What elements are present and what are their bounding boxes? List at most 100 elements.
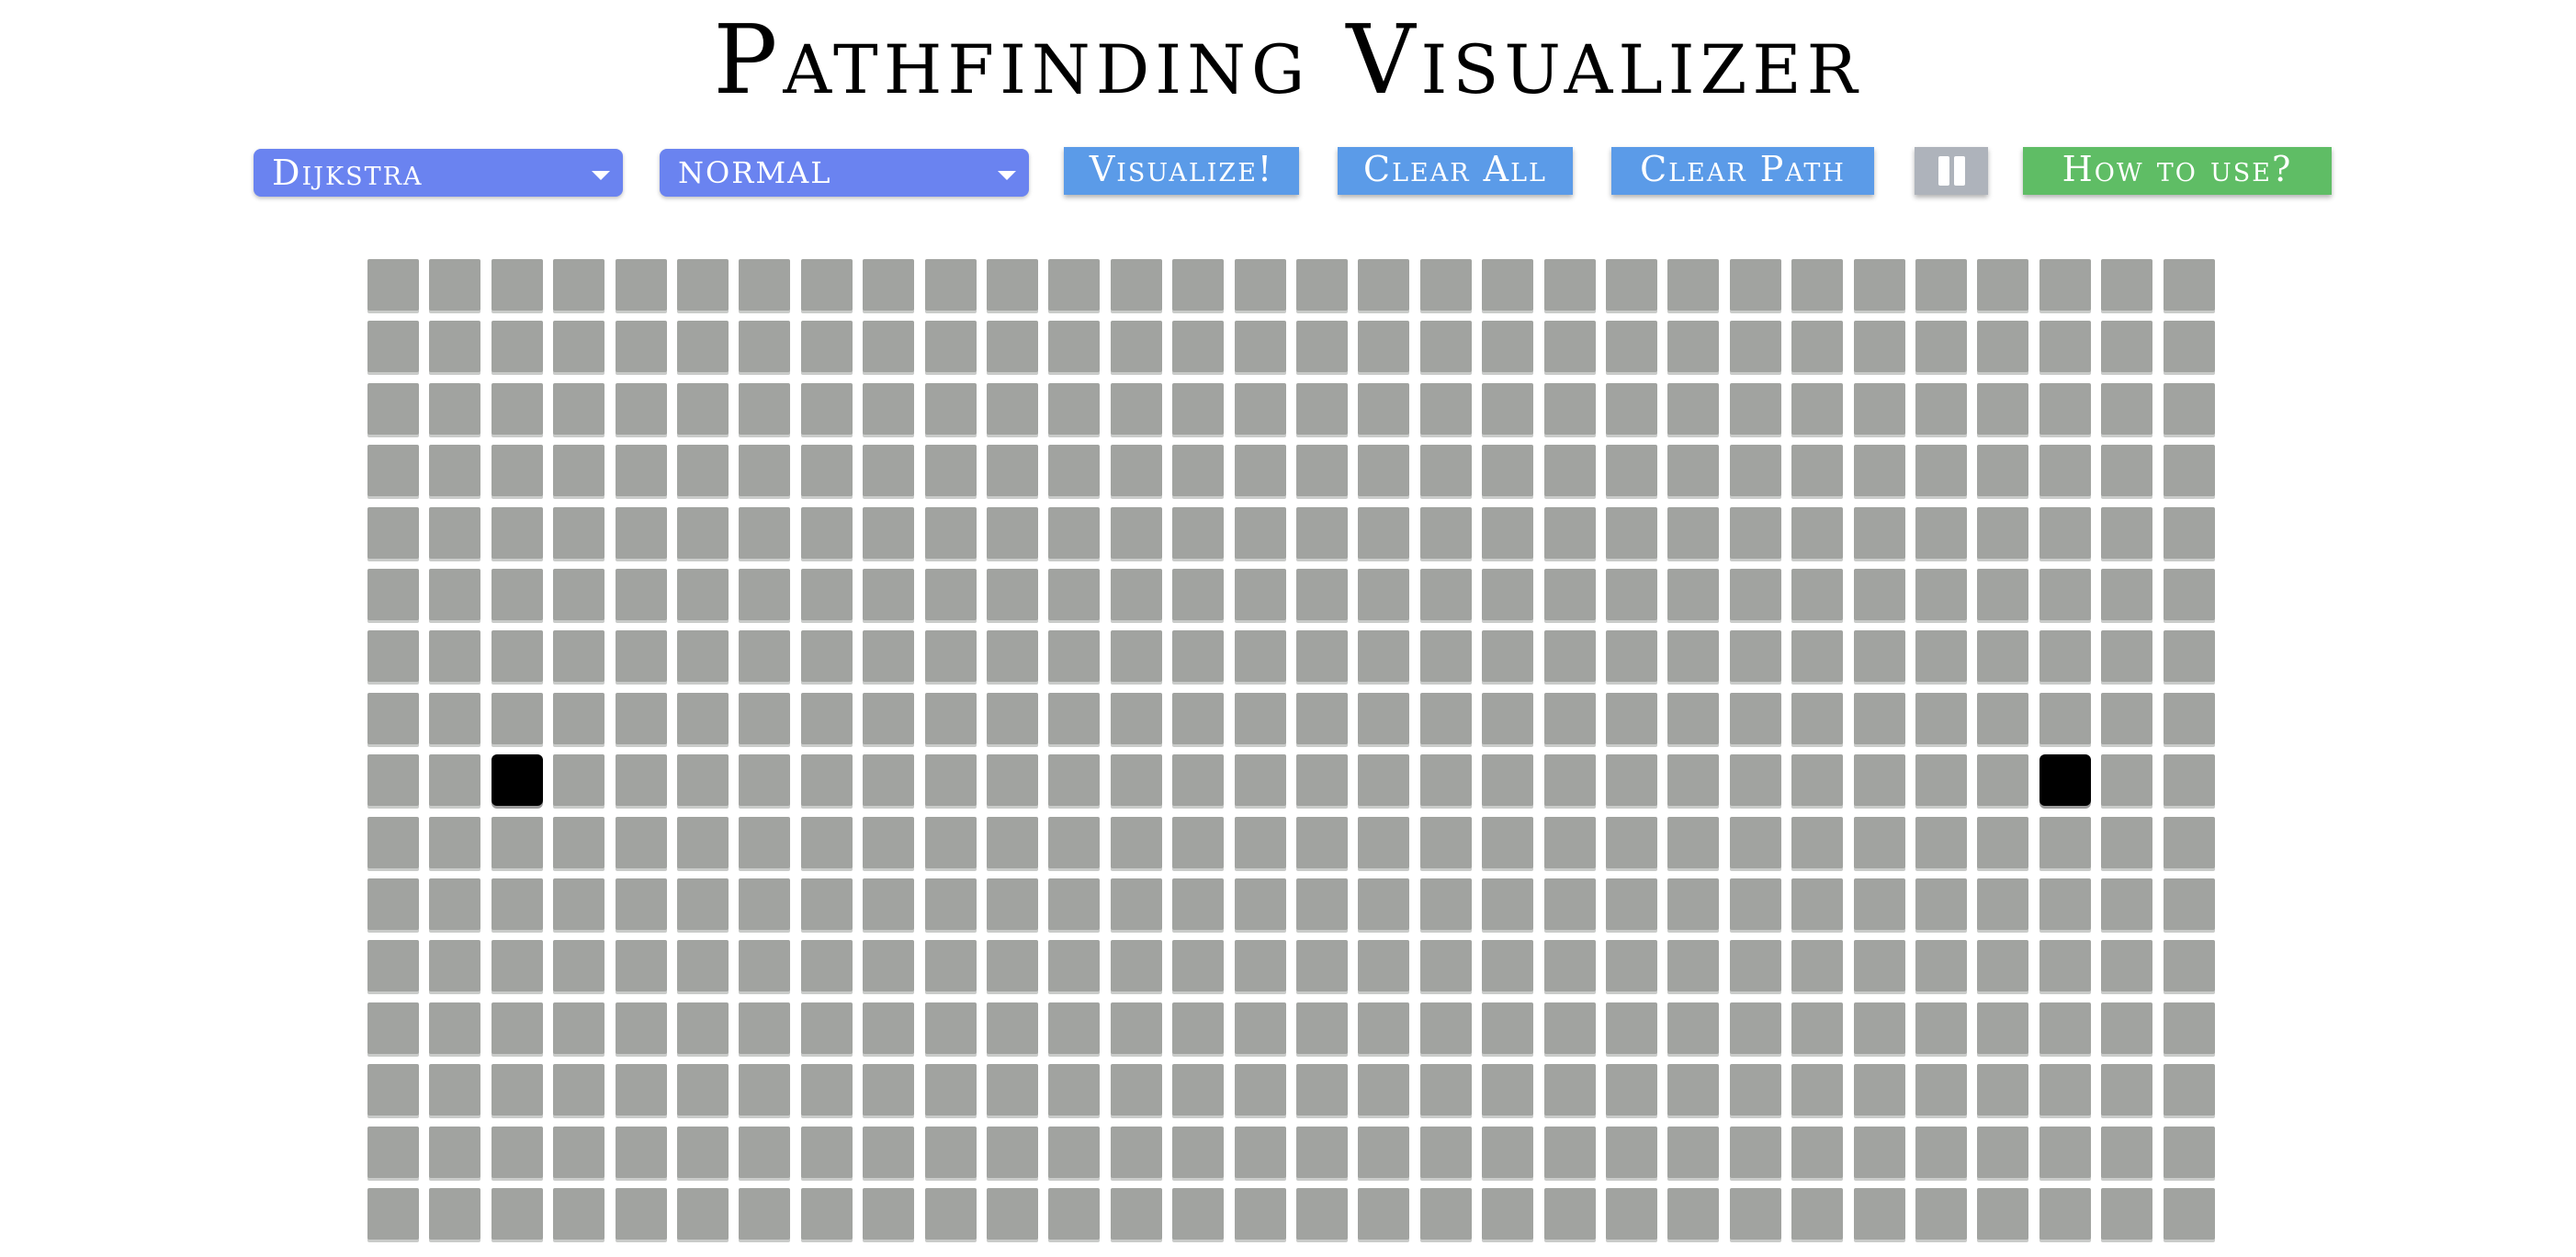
grid-cell[interactable] <box>2101 445 2152 496</box>
grid-cell[interactable] <box>1730 1002 1781 1054</box>
grid-cell[interactable] <box>1854 259 1905 311</box>
grid-cell[interactable] <box>1172 1188 1224 1240</box>
grid-cell[interactable] <box>553 878 604 930</box>
grid-cell[interactable] <box>925 754 977 806</box>
grid-cell[interactable] <box>1977 1064 2028 1115</box>
grid-cell[interactable] <box>1048 383 1100 435</box>
grid-cell[interactable] <box>801 940 853 991</box>
grid-cell[interactable] <box>863 383 914 435</box>
grid-cell[interactable] <box>429 445 480 496</box>
grid-cell[interactable] <box>1791 1002 1843 1054</box>
grid-cell[interactable] <box>2039 878 2091 930</box>
grid-cell[interactable] <box>863 693 914 744</box>
grid-cell[interactable] <box>1420 1127 1472 1178</box>
grid-cell[interactable] <box>1606 507 1657 559</box>
grid-cell[interactable] <box>1854 630 1905 682</box>
grid-cell[interactable] <box>801 630 853 682</box>
grid-cell[interactable] <box>1111 507 1162 559</box>
grid-cell[interactable] <box>1172 507 1224 559</box>
grid-cell[interactable] <box>1915 693 1967 744</box>
grid-cell[interactable] <box>1235 1064 1286 1115</box>
grid-cell[interactable] <box>925 569 977 620</box>
grid-cell[interactable] <box>863 1188 914 1240</box>
grid-cell[interactable] <box>1296 817 1348 868</box>
grid-cell[interactable] <box>2101 321 2152 372</box>
grid-cell[interactable] <box>553 817 604 868</box>
grid-cell[interactable] <box>429 1002 480 1054</box>
grid-cell[interactable] <box>987 507 1038 559</box>
grid-cell[interactable] <box>491 507 543 559</box>
grid-cell[interactable] <box>1420 693 1472 744</box>
grid-cell[interactable] <box>367 940 419 991</box>
grid-cell[interactable] <box>1420 259 1472 311</box>
grid-cell[interactable] <box>1172 1002 1224 1054</box>
grid-cell[interactable] <box>987 1127 1038 1178</box>
grid-cell[interactable] <box>1730 1064 1781 1115</box>
grid-cell[interactable] <box>1606 321 1657 372</box>
grid-cell[interactable] <box>1358 817 1409 868</box>
grid-cell[interactable] <box>1730 940 1781 991</box>
grid-cell[interactable] <box>1854 383 1905 435</box>
grid-cell[interactable] <box>1235 569 1286 620</box>
grid-cell[interactable] <box>1791 693 1843 744</box>
grid-cell[interactable] <box>1791 754 1843 806</box>
grid-cell[interactable] <box>925 817 977 868</box>
grid-cell[interactable] <box>1235 1127 1286 1178</box>
grid-cell[interactable] <box>1730 1188 1781 1240</box>
grid-cell[interactable] <box>1667 445 1719 496</box>
grid-cell[interactable] <box>1791 878 1843 930</box>
grid-cell[interactable] <box>2039 693 2091 744</box>
grid-cell[interactable] <box>2164 259 2215 311</box>
grid-cell[interactable] <box>739 1064 790 1115</box>
grid-cell[interactable] <box>1791 630 1843 682</box>
grid-cell[interactable] <box>1977 507 2028 559</box>
grid-cell[interactable] <box>1420 878 1472 930</box>
grid-cell[interactable] <box>1358 507 1409 559</box>
grid-cell[interactable] <box>1420 1188 1472 1240</box>
grid-cell[interactable] <box>1111 817 1162 868</box>
grid-cell[interactable] <box>1977 754 2028 806</box>
grid-cell[interactable] <box>1048 321 1100 372</box>
grid-cell[interactable] <box>1915 1002 1967 1054</box>
grid-cell[interactable] <box>677 693 729 744</box>
grid-cell[interactable] <box>1915 321 1967 372</box>
grid-cell[interactable] <box>1296 445 1348 496</box>
grid-cell[interactable] <box>987 321 1038 372</box>
grid-cell[interactable] <box>1172 878 1224 930</box>
grid-cell[interactable] <box>1915 817 1967 868</box>
grid-cell[interactable] <box>1854 817 1905 868</box>
grid-cell[interactable] <box>1420 1002 1472 1054</box>
grid-cell[interactable] <box>1606 693 1657 744</box>
grid-cell[interactable] <box>1482 321 1533 372</box>
grid-cell[interactable] <box>1854 878 1905 930</box>
grid-cell[interactable] <box>1420 630 1472 682</box>
grid-cell[interactable] <box>1296 1127 1348 1178</box>
grid-cell[interactable] <box>1111 1064 1162 1115</box>
grid-cell[interactable] <box>1854 754 1905 806</box>
grid-cell[interactable] <box>987 630 1038 682</box>
grid-cell[interactable] <box>1667 507 1719 559</box>
grid-cell[interactable] <box>1544 383 1596 435</box>
grid-cell[interactable] <box>987 754 1038 806</box>
grid-cell[interactable] <box>1606 1188 1657 1240</box>
grid-cell[interactable] <box>1915 507 1967 559</box>
grid-cell[interactable] <box>1482 1127 1533 1178</box>
grid-cell[interactable] <box>429 754 480 806</box>
grid-cell[interactable] <box>367 1188 419 1240</box>
grid-cell[interactable] <box>429 693 480 744</box>
grid-cell[interactable] <box>1854 693 1905 744</box>
grid-cell[interactable] <box>739 1127 790 1178</box>
grid-cell[interactable] <box>616 1064 667 1115</box>
grid-cell[interactable] <box>1667 693 1719 744</box>
grid-cell[interactable] <box>1358 1127 1409 1178</box>
grid-cell[interactable] <box>801 569 853 620</box>
grid-cell[interactable] <box>1544 507 1596 559</box>
grid-cell[interactable] <box>616 754 667 806</box>
grid-cell[interactable] <box>1915 383 1967 435</box>
grid-cell[interactable] <box>616 383 667 435</box>
grid-cell[interactable] <box>1854 569 1905 620</box>
grid-cell[interactable] <box>677 940 729 991</box>
grid-cell[interactable] <box>1606 940 1657 991</box>
grid-cell[interactable] <box>1544 817 1596 868</box>
grid-cell[interactable] <box>491 817 543 868</box>
